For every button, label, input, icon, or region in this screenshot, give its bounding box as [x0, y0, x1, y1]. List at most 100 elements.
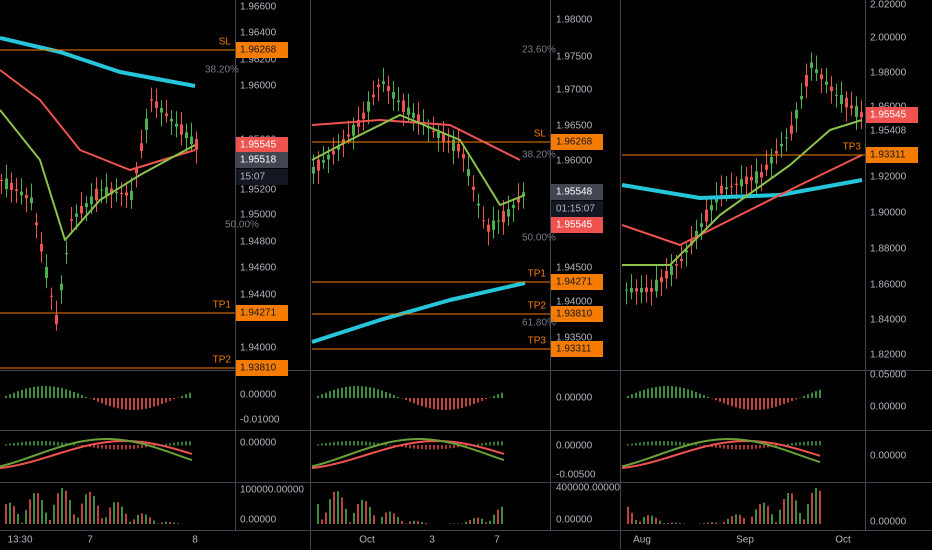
histogram-bar: [153, 445, 155, 447]
histogram-bar: [345, 441, 347, 446]
volume-bar: [381, 516, 383, 524]
volume-bar: [775, 522, 777, 524]
level-price: 1.96268: [556, 137, 593, 148]
oscillator-bar: [747, 398, 749, 410]
candle: [70, 219, 73, 221]
oscillator-bar: [185, 394, 187, 398]
candle: [317, 159, 320, 171]
candle: [740, 179, 743, 187]
candle: [482, 220, 485, 222]
fib-label: 50.00%: [225, 220, 259, 231]
indicator-axis-label: 0.00000: [556, 393, 593, 404]
volume-bar: [57, 493, 59, 524]
indicator-axis-label: 0.00000: [556, 515, 593, 526]
histogram-bar: [317, 444, 319, 446]
candle: [115, 191, 118, 194]
volume-bar: [113, 502, 115, 524]
level-tag: [236, 360, 288, 376]
time-axis-label: Aug: [633, 535, 651, 546]
histogram-bar: [703, 445, 705, 446]
volume-bar: [25, 510, 27, 524]
signal-line: [0, 440, 193, 470]
volume-bar: [141, 513, 143, 524]
oscillator-bar: [121, 398, 123, 410]
candle: [840, 94, 843, 104]
candle: [477, 203, 480, 206]
moving-average: [0, 69, 196, 171]
price-axis-label: 1.94600: [240, 263, 277, 274]
volume-bar: [121, 506, 123, 524]
oscillator-bar: [389, 393, 391, 398]
candle: [770, 157, 773, 164]
volume-bar: [105, 517, 107, 524]
histogram-bar: [57, 441, 59, 446]
volume-bar: [647, 515, 649, 524]
price-axis-label: 1.94000: [556, 297, 593, 308]
volume-bar: [9, 502, 11, 524]
histogram-bar: [453, 445, 455, 448]
candle: [785, 137, 788, 139]
oscillator-bar: [41, 386, 43, 398]
histogram-bar: [751, 445, 753, 450]
fib-label: 38.20%: [522, 150, 556, 161]
volume-bar: [799, 513, 801, 524]
volume-bar: [361, 499, 363, 524]
price-tag-text: 1.95545: [556, 220, 593, 231]
candle: [397, 100, 400, 103]
histogram-bar: [743, 445, 745, 450]
candle: [135, 168, 138, 174]
histogram-bar: [81, 445, 83, 446]
candle: [437, 131, 440, 138]
volume-bar: [73, 514, 75, 524]
candle: [165, 113, 168, 117]
oscillator-bar: [497, 394, 499, 398]
candle: [745, 176, 748, 185]
histogram-bar: [639, 442, 641, 446]
histogram-bar: [747, 445, 749, 450]
volume-bar: [81, 503, 83, 524]
histogram-bar: [9, 443, 11, 446]
histogram-bar: [627, 444, 629, 446]
volume-bar: [353, 513, 355, 524]
volume-bar: [739, 514, 741, 524]
oscillator-bar: [815, 391, 817, 398]
volume-bar: [759, 504, 761, 524]
oscillator-bar: [349, 386, 351, 398]
volume-bar: [663, 523, 665, 524]
oscillator-bar: [77, 393, 79, 398]
time-axis-label: 8: [192, 535, 198, 546]
candle: [835, 94, 838, 96]
oscillator-bar: [9, 394, 11, 398]
candle: [517, 197, 520, 203]
price-tag: [236, 137, 288, 153]
candle: [0, 180, 3, 181]
histogram-bar: [21, 442, 23, 446]
oscillator-bar: [441, 398, 443, 410]
histogram-bar: [485, 442, 487, 446]
candle: [312, 166, 315, 174]
oscillator-bar: [663, 386, 665, 398]
oscillator-bar: [775, 398, 777, 407]
oscillator-bar: [473, 398, 475, 405]
histogram-bar: [177, 442, 179, 446]
volume-bar: [97, 505, 99, 524]
histogram-bar: [671, 441, 673, 446]
oscillator-bar: [105, 398, 107, 405]
volume-bar: [493, 514, 495, 524]
candle: [765, 164, 768, 170]
price-axis-label: 1.88000: [870, 244, 907, 255]
volume-bar: [643, 517, 645, 524]
volume-bar: [349, 522, 351, 524]
volume-bar: [755, 509, 757, 524]
price-tag: [551, 217, 603, 233]
price-axis-label: 1.96200: [240, 55, 277, 66]
price-axis-label: 1.95000: [240, 210, 277, 221]
oscillator-bar: [807, 394, 809, 398]
volume-bar: [743, 518, 745, 524]
candle: [130, 190, 133, 200]
oscillator-bar: [337, 388, 339, 398]
volume-bar: [145, 514, 147, 524]
candle: [55, 314, 58, 325]
level-price: 1.93810: [240, 363, 277, 374]
histogram-bar: [659, 441, 661, 446]
